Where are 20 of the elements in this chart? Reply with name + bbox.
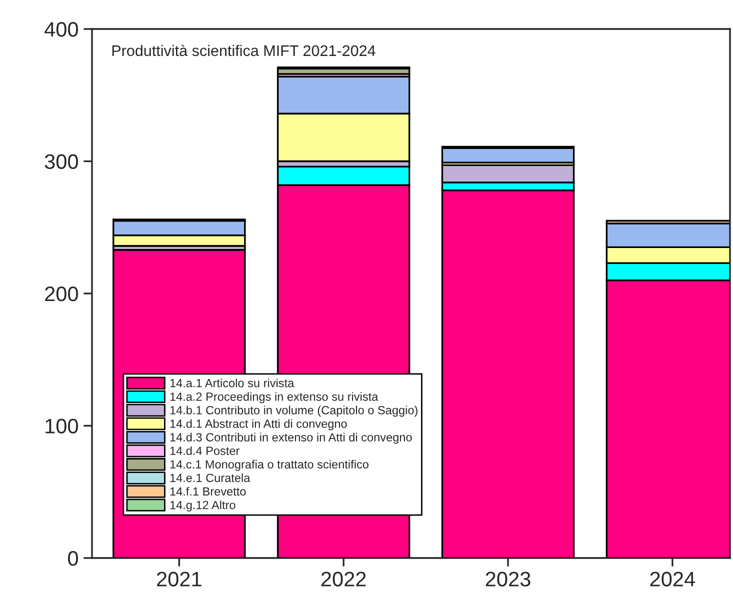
text: Produttività scientifica MIFT 2021-2024 (112, 44, 376, 56)
x-tick-label: 2022 (321, 572, 366, 586)
x-tick-label: 2023 (486, 572, 530, 586)
y-tick-label: 300 (44, 154, 78, 170)
x-tick-label: 2024 (650, 572, 696, 586)
y-tick-label: 100 (46, 418, 78, 434)
legend-label: 14.g.12 Altro (170, 500, 236, 512)
legend-label: 14.d.4 Poster (170, 446, 240, 456)
legend-label: 14.b.1 Contributo in volume (Capitolo o Saggio) (170, 406, 418, 417)
legend-label: 14.a.2 Proceedings in extenso su rivista (170, 392, 378, 404)
y-tick-label: 400 (44, 22, 78, 37)
legend-label: 14.d.1 Abstract in Atti di convegno (170, 419, 347, 430)
legend-label: 14.d.3 Contributi in extenso in Atti di convegno (170, 432, 412, 444)
legend-label: 14.c.1 Monografia o trattato scientifico (170, 460, 368, 471)
legend-label: 14.a.1 Articolo su rivista (170, 378, 294, 388)
y-tick-label: 200 (45, 286, 78, 302)
y-tick-label: 0 (68, 551, 78, 566)
legend-label: 14.f.1 Brevetto (170, 486, 246, 496)
x-tick-label: 2021 (157, 572, 202, 586)
legend-label: 14.e.1 Curatela (170, 473, 250, 482)
